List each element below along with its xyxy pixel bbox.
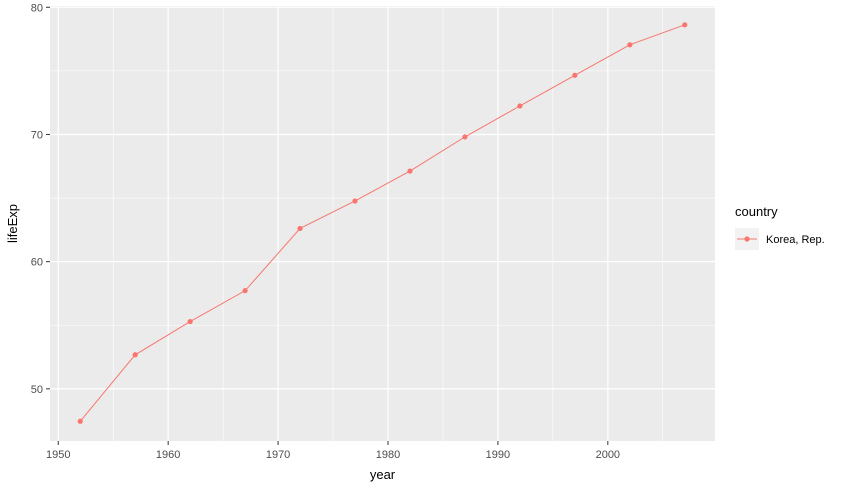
data-point	[572, 72, 578, 78]
data-point	[297, 225, 303, 232]
data-point	[407, 168, 413, 174]
y-tick-label: 60	[31, 257, 43, 269]
data-point	[187, 318, 193, 325]
legend-label: Korea, Rep.	[766, 234, 825, 246]
legend-key-point	[744, 236, 750, 242]
data-point	[627, 42, 633, 48]
x-tick-label: 1980	[376, 449, 400, 461]
y-tick-label: 70	[31, 129, 43, 141]
data-point	[77, 418, 83, 424]
y-tick-label: 50	[31, 384, 43, 396]
data-point	[517, 103, 523, 109]
data-point	[682, 22, 688, 28]
data-point	[132, 352, 138, 358]
y-axis-title: lifeExp	[5, 204, 20, 243]
series-layer	[77, 22, 688, 424]
axes: 1950 1960 1970 1980 1990 2000 50 60 70 80	[31, 2, 620, 461]
x-axis-title: year	[370, 467, 396, 482]
major-gridlines	[50, 6, 715, 441]
legend: country Korea, Rep.	[735, 204, 825, 250]
data-point	[462, 134, 468, 140]
x-tick-label: 1950	[46, 449, 70, 461]
series-line	[79, 24, 685, 422]
plot-panel	[50, 6, 715, 441]
data-point	[352, 198, 358, 204]
x-tick-label: 1970	[266, 449, 290, 461]
minor-gridlines	[50, 6, 715, 441]
x-tick-label: 1990	[486, 449, 510, 461]
data-point	[242, 288, 248, 294]
y-tick-label: 80	[31, 2, 43, 14]
x-tick-label: 2000	[596, 449, 620, 461]
legend-title: country	[735, 204, 778, 219]
x-tick-label: 1960	[156, 449, 180, 461]
